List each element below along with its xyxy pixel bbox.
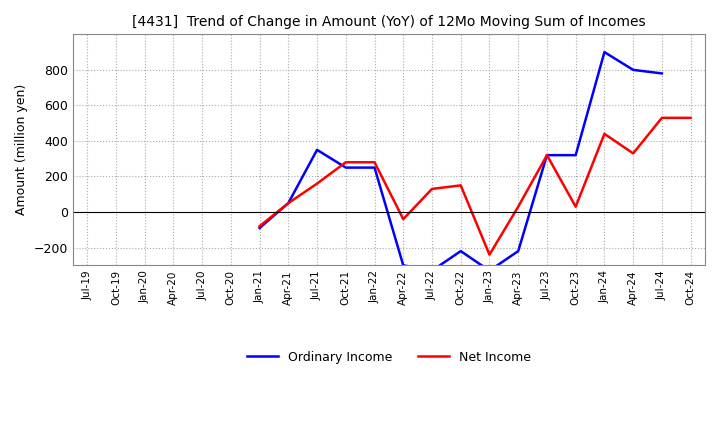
Net Income — [399, 216, 408, 222]
Line: Net Income: Net Income — [260, 118, 690, 255]
Legend: Ordinary Income, Net Income: Ordinary Income, Net Income — [242, 345, 536, 369]
Ordinary Income — [572, 153, 580, 158]
Net Income — [657, 115, 666, 121]
Net Income — [312, 181, 321, 186]
Net Income — [514, 204, 523, 209]
Ordinary Income — [514, 249, 523, 254]
Net Income — [341, 160, 350, 165]
Net Income — [485, 252, 494, 257]
Ordinary Income — [485, 268, 494, 273]
Ordinary Income — [312, 147, 321, 153]
Ordinary Income — [399, 263, 408, 268]
Ordinary Income — [543, 153, 552, 158]
Ordinary Income — [629, 67, 637, 73]
Net Income — [629, 151, 637, 156]
Net Income — [284, 201, 292, 206]
Ordinary Income — [600, 49, 608, 55]
Ordinary Income — [341, 165, 350, 170]
Title: [4431]  Trend of Change in Amount (YoY) of 12Mo Moving Sum of Incomes: [4431] Trend of Change in Amount (YoY) o… — [132, 15, 646, 29]
Line: Ordinary Income: Ordinary Income — [260, 52, 662, 271]
Net Income — [456, 183, 465, 188]
Y-axis label: Amount (million yen): Amount (million yen) — [15, 84, 28, 216]
Ordinary Income — [456, 249, 465, 254]
Net Income — [428, 186, 436, 191]
Net Income — [686, 115, 695, 121]
Ordinary Income — [657, 71, 666, 76]
Net Income — [600, 131, 608, 136]
Ordinary Income — [428, 268, 436, 273]
Net Income — [256, 224, 264, 229]
Ordinary Income — [284, 201, 292, 206]
Ordinary Income — [370, 165, 379, 170]
Net Income — [543, 153, 552, 158]
Net Income — [370, 160, 379, 165]
Ordinary Income — [256, 225, 264, 231]
Net Income — [572, 204, 580, 209]
